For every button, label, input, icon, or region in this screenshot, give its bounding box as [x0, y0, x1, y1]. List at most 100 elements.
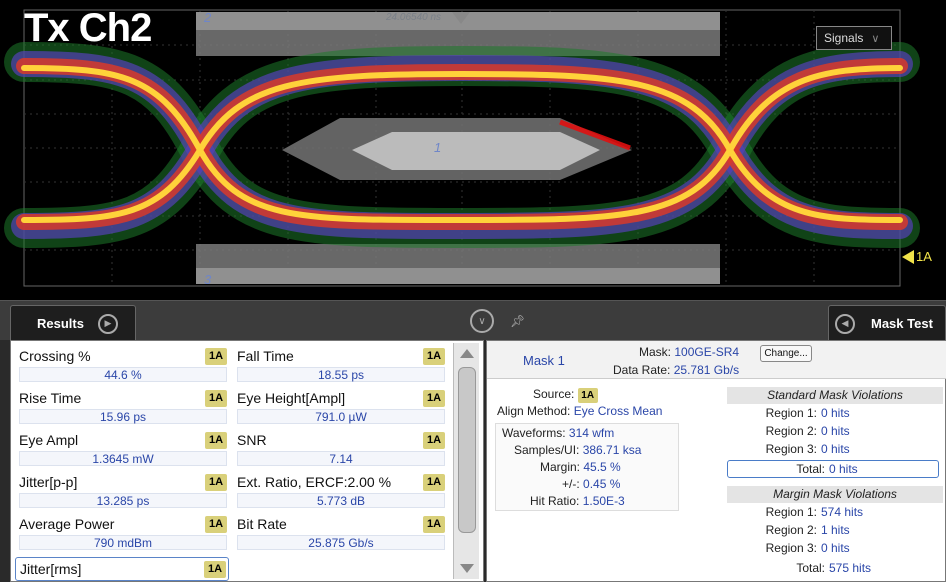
measurement-results-list: Crossing % 1A 44.6 % Fall Time 1A 18.55 …: [10, 340, 484, 582]
stat-waveforms: Waveforms: 314 wfm: [502, 426, 614, 440]
result-name: Eye Height[Ampl]: [237, 390, 346, 406]
pin-icon[interactable]: 📌︎: [510, 314, 526, 328]
eye-diagram-display[interactable]: Tx Ch2 24.06540 ns 2 1 3 Signals ∨ 1A: [0, 0, 946, 300]
region-label: Region 2:: [765, 523, 817, 537]
scroll-thumb[interactable]: [458, 367, 476, 533]
source-badge: 1A: [205, 516, 227, 533]
align-method-label: Align Method:: [497, 404, 571, 418]
standard-region-3: Region 3: 0 hits: [727, 440, 943, 458]
margin-total: Total: 575 hits: [727, 559, 943, 577]
margin-mask-violations: Margin Mask Violations Region 1: 574 hit…: [727, 486, 943, 577]
result-jitter-rms[interactable]: Jitter[rms] 1A: [15, 557, 229, 581]
result-eye-ampl[interactable]: Eye Ampl 1A 1.3645 mW: [15, 429, 229, 467]
change-mask-button[interactable]: Change...: [760, 345, 812, 362]
stat-plus-minus: +/-: 0.45 %: [562, 477, 620, 491]
region-label: Region 1:: [765, 406, 817, 420]
margin-region-1: Region 1: 574 hits: [727, 503, 943, 521]
source-badge: 1A: [423, 516, 445, 533]
region-label-2: 2: [204, 10, 212, 25]
region-label-3: 3: [204, 272, 212, 287]
stat-label: Waveforms:: [502, 426, 566, 440]
tab-results[interactable]: Results ▶: [10, 305, 136, 341]
stat-label: Margin:: [540, 460, 581, 474]
result-value: 13.285 ps: [19, 493, 227, 508]
panel-tabbar: Results ▶ ∨ 📌︎ ◀ Mask Test: [0, 300, 946, 341]
mask-type: Mask: 100GE-SR4: [639, 345, 739, 359]
total-highlight: [727, 460, 939, 478]
eye-diagram-graphic: [4, 9, 920, 287]
mask-hits: [559, 119, 631, 151]
total-hits: 575 hits: [829, 561, 872, 575]
tab-results-label: Results: [37, 316, 84, 331]
collapse-chevron-icon[interactable]: ∨: [470, 309, 494, 333]
standard-violations-title: Standard Mask Violations: [727, 387, 943, 404]
region-label: Region 3:: [765, 541, 817, 555]
stat-value: 0.45 %: [583, 477, 621, 491]
source-badge: 1A: [205, 432, 227, 449]
scroll-up-icon[interactable]: [460, 349, 474, 358]
result-ext-ratio[interactable]: Ext. Ratio, ERCF:2.00 % 1A 5.773 dB: [233, 471, 447, 509]
region-hits: 1 hits: [821, 523, 850, 537]
stat-value: 45.5 %: [583, 460, 621, 474]
source-badge: 1A: [423, 348, 445, 365]
back-icon[interactable]: ◀: [835, 313, 855, 334]
mask-region-1: [352, 132, 600, 170]
scroll-down-icon[interactable]: [460, 564, 474, 573]
region-hits: 0 hits: [821, 541, 850, 555]
source-badge[interactable]: 1A: [577, 388, 598, 403]
result-value: 790 mdBm: [19, 535, 227, 550]
standard-region-2: Region 2: 0 hits: [727, 422, 943, 440]
triangle-left-icon: [902, 249, 914, 264]
result-snr[interactable]: SNR 1A 7.14: [233, 429, 447, 467]
results-scrollbar[interactable]: [453, 343, 479, 579]
region-label: Region 2:: [765, 424, 817, 438]
align-method: Align Method: Eye Cross Mean: [497, 404, 662, 418]
result-fall-time[interactable]: Fall Time 1A 18.55 ps: [233, 345, 447, 383]
data-rate-value: 25.781 Gb/s: [673, 363, 740, 377]
result-value: 791.0 µW: [237, 409, 445, 424]
result-name: SNR: [237, 432, 267, 448]
stat-value: 314 wfm: [568, 426, 615, 440]
result-average-power[interactable]: Average Power 1A 790 mdBm: [15, 513, 229, 551]
source-badge: 1A: [423, 390, 445, 407]
align-method-value: Eye Cross Mean: [573, 404, 663, 418]
result-crossing[interactable]: Crossing % 1A 44.6 %: [15, 345, 229, 383]
tab-mask-test[interactable]: ◀ Mask Test: [828, 305, 946, 341]
mask-stats: Waveforms: 314 wfm Samples/UI: 386.71 ks…: [495, 423, 679, 511]
mask-header: Mask 1 Mask: 100GE-SR4 Change... Data Ra…: [487, 341, 946, 379]
stat-label: +/-:: [562, 477, 580, 491]
result-name: Jitter[rms]: [20, 561, 82, 577]
mask-source: Source: 1A: [533, 387, 598, 403]
mask-type-value: 100GE-SR4: [674, 345, 740, 359]
results-panel: Results ▶ ∨ 📌︎ ◀ Mask Test Crossing % 1A…: [0, 300, 946, 582]
result-jitter-pp[interactable]: Jitter[p-p] 1A 13.285 ps: [15, 471, 229, 509]
reference-level-marker[interactable]: 1A: [902, 249, 932, 264]
result-value: 44.6 %: [19, 367, 227, 382]
result-rise-time[interactable]: Rise Time 1A 15.96 ps: [15, 387, 229, 425]
signals-dropdown[interactable]: Signals ∨: [816, 26, 892, 50]
result-name: Bit Rate: [237, 516, 287, 532]
data-rate: Data Rate: 25.781 Gb/s: [613, 363, 739, 377]
result-value: 7.14: [237, 451, 445, 466]
margin-region-2: Region 2: 1 hits: [727, 521, 943, 539]
region-hits: 0 hits: [821, 442, 850, 456]
result-name: Average Power: [19, 516, 115, 532]
source-label: Source:: [533, 387, 575, 401]
source-badge: 1A: [423, 432, 445, 449]
reference-label: 1A: [916, 249, 932, 264]
result-value: 15.96 ps: [19, 409, 227, 424]
standard-total[interactable]: Total: 0 hits: [727, 460, 943, 478]
result-bit-rate[interactable]: Bit Rate 1A 25.875 Gb/s: [233, 513, 447, 551]
region-hits: 0 hits: [821, 406, 850, 420]
chevron-down-icon: ∨: [871, 32, 880, 45]
stat-margin: Margin: 45.5 %: [540, 460, 621, 474]
mask-name: Mask 1: [523, 353, 565, 368]
play-icon[interactable]: ▶: [97, 313, 118, 334]
total-hits: 0 hits: [829, 462, 858, 476]
region-hits: 574 hits: [821, 505, 864, 519]
stat-samples-ui: Samples/UI: 386.71 ksa: [514, 443, 641, 457]
data-rate-label: Data Rate:: [613, 363, 671, 377]
panel-controls: ∨ 📌︎: [470, 309, 525, 333]
result-eye-height[interactable]: Eye Height[Ampl] 1A 791.0 µW: [233, 387, 447, 425]
eye-traces: [4, 42, 920, 249]
